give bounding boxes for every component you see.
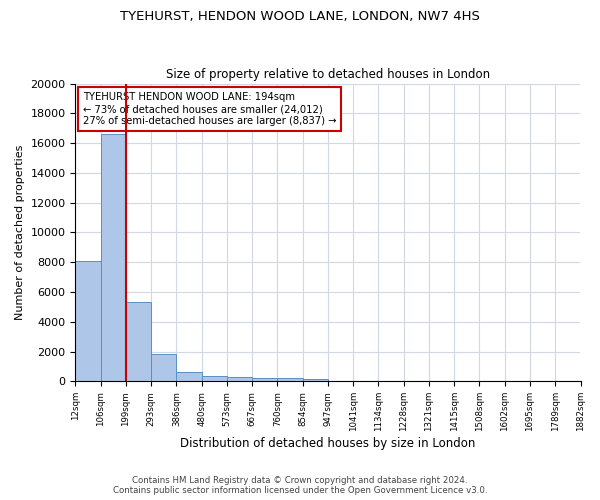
Bar <box>252 378 277 382</box>
Bar <box>76 260 101 382</box>
Bar <box>101 134 126 382</box>
Text: TYEHURST HENDON WOOD LANE: 194sqm
← 73% of detached houses are smaller (24,012)
: TYEHURST HENDON WOOD LANE: 194sqm ← 73% … <box>83 92 337 126</box>
Bar <box>126 302 151 382</box>
Bar <box>227 378 252 382</box>
X-axis label: Distribution of detached houses by size in London: Distribution of detached houses by size … <box>180 437 476 450</box>
Bar <box>202 376 227 382</box>
Bar <box>277 378 302 382</box>
Text: Contains HM Land Registry data © Crown copyright and database right 2024.
Contai: Contains HM Land Registry data © Crown c… <box>113 476 487 495</box>
Bar <box>151 354 176 382</box>
Text: TYEHURST, HENDON WOOD LANE, LONDON, NW7 4HS: TYEHURST, HENDON WOOD LANE, LONDON, NW7 … <box>120 10 480 23</box>
Bar <box>176 372 202 382</box>
Bar <box>302 379 328 382</box>
Y-axis label: Number of detached properties: Number of detached properties <box>15 145 25 320</box>
Title: Size of property relative to detached houses in London: Size of property relative to detached ho… <box>166 68 490 81</box>
